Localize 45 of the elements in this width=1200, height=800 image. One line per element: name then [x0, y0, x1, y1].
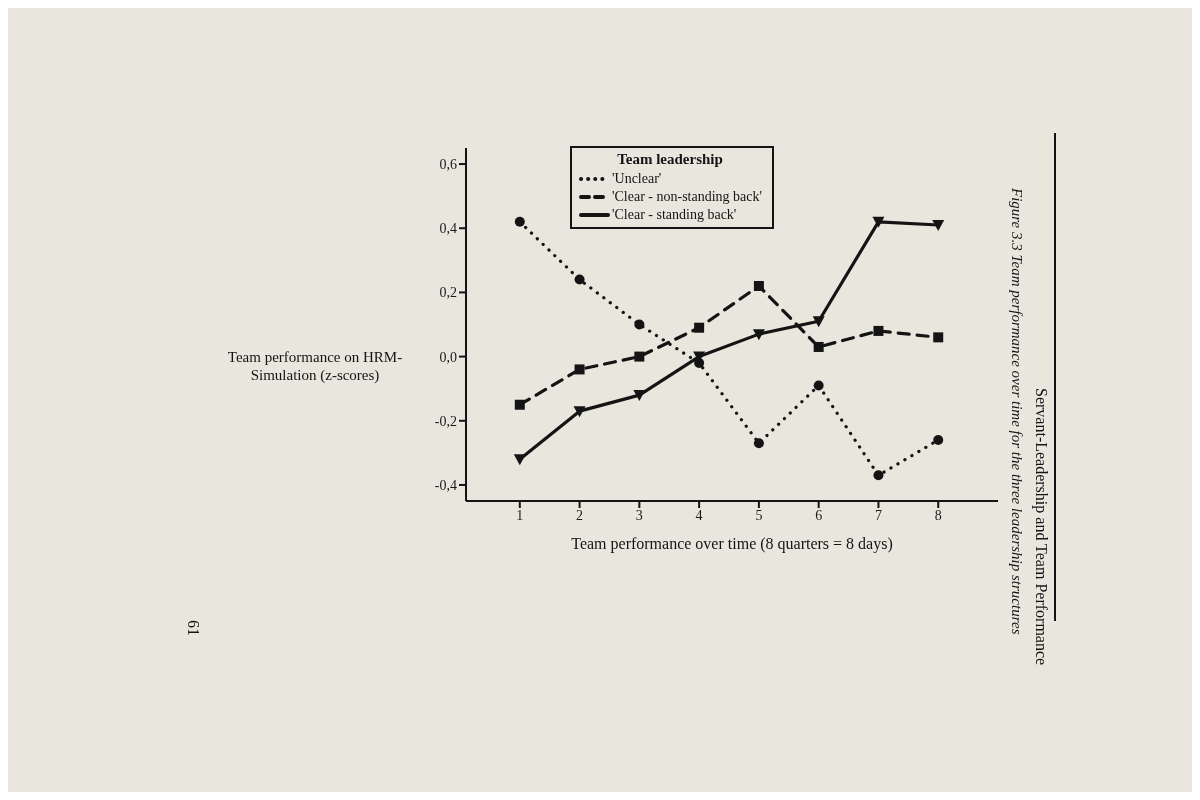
point — [753, 280, 764, 291]
y-tick-label: 0,2 — [439, 285, 457, 301]
legend-label: 'Clear - standing back' — [612, 206, 737, 224]
x-tick-label: 3 — [635, 507, 643, 523]
point — [872, 216, 885, 228]
point — [513, 454, 526, 466]
y-tick-label: 0,0 — [439, 349, 457, 365]
point — [933, 332, 944, 343]
point — [753, 438, 764, 449]
legend-label: 'Unclear' — [612, 170, 662, 188]
y-tick-label: 0,4 — [439, 221, 457, 237]
y-tick-label: 0,6 — [439, 157, 457, 173]
text: 61 — [184, 620, 202, 636]
x-tick-label: 4 — [695, 507, 703, 523]
point — [573, 406, 586, 418]
point — [633, 390, 646, 402]
x-tick-label: 7 — [874, 507, 882, 523]
point — [873, 325, 884, 336]
x-tick-label: 1 — [516, 507, 524, 523]
point — [933, 435, 944, 446]
point — [932, 220, 945, 232]
point — [634, 319, 645, 330]
point — [813, 341, 824, 352]
y-axis-title: Team performance on HRM-Simulation (z-scores) — [226, 348, 404, 384]
text: Servant-Leadership and Team Performance — [1032, 388, 1050, 666]
y-tick-label: -0,2 — [434, 413, 457, 429]
x-tick-label: 8 — [934, 507, 942, 523]
point — [813, 380, 824, 391]
point — [514, 399, 525, 410]
point — [873, 470, 884, 481]
point — [514, 216, 525, 227]
x-tick-label: 2 — [576, 507, 584, 523]
text: Figure 3.3 Team performance over time for the three leadership structures — [1008, 188, 1025, 635]
point — [694, 322, 705, 333]
point — [634, 351, 645, 362]
x-tick-label: 5 — [755, 507, 763, 523]
legend-title: Team leadership — [616, 151, 724, 168]
legend-label: 'Clear - non-standing back' — [612, 188, 763, 206]
point — [574, 274, 585, 285]
x-axis-title: Team performance over time (8 quarters = 8 days) — [571, 535, 893, 553]
point — [574, 364, 585, 375]
x-tick-label: 6 — [815, 507, 823, 523]
point — [752, 329, 765, 341]
point — [812, 316, 825, 328]
y-tick-label: -0,4 — [434, 477, 457, 493]
